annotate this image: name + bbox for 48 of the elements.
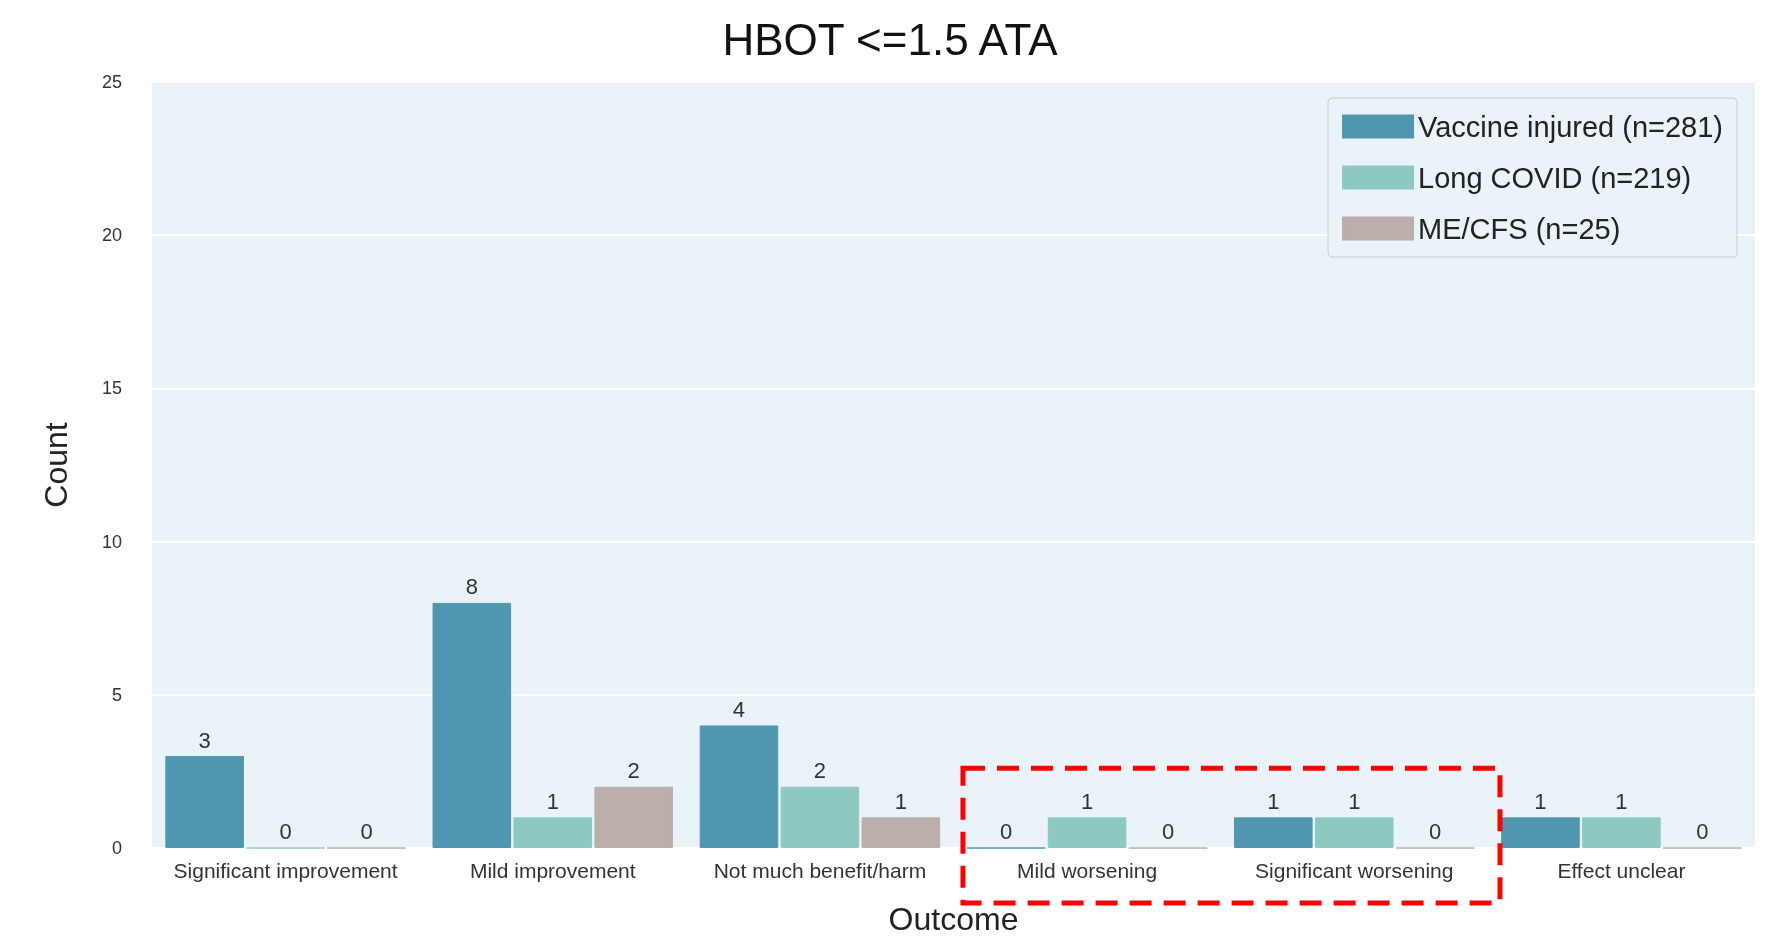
data-label: 0 (1000, 819, 1013, 844)
data-label: 2 (813, 758, 827, 784)
y-tick-label: 20 (101, 225, 122, 246)
bar (1047, 817, 1127, 848)
bar (432, 602, 512, 848)
bar (1501, 817, 1580, 848)
bar (165, 756, 244, 848)
data-label: 1 (1534, 788, 1547, 814)
y-axis-title: Count (38, 422, 74, 508)
x-tick-label: Not much benefit/harm (713, 859, 927, 882)
bar (513, 817, 593, 848)
bar (1314, 817, 1394, 848)
legend-label: Vaccine injured (n=281) (1418, 110, 1723, 143)
y-tick-label: 0 (111, 838, 122, 858)
bar (699, 725, 779, 848)
data-label: 1 (546, 788, 559, 814)
data-label: 1 (1615, 788, 1628, 814)
data-label: 0 (1161, 819, 1175, 844)
data-label: 1 (1348, 788, 1361, 814)
data-label: 2 (627, 758, 640, 784)
data-label: 1 (1080, 788, 1094, 814)
x-tick-label: Significant worsening (1255, 859, 1454, 882)
bar (780, 786, 860, 848)
x-tick-label: Mild improvement (469, 859, 636, 882)
data-label: 8 (465, 574, 478, 600)
legend-label: ME/CFS (n=25) (1418, 212, 1621, 245)
data-label: 3 (198, 727, 211, 753)
y-tick-label: 25 (101, 72, 122, 92)
y-tick-label: 15 (101, 378, 122, 399)
y-tick-label: 10 (101, 531, 122, 552)
x-tick-label: Significant improvement (173, 859, 398, 882)
x-tick-label: Mild worsening (1017, 859, 1158, 882)
bar (594, 786, 673, 848)
bar (1582, 817, 1661, 848)
bar (1234, 817, 1313, 848)
x-tick-label: Effect unclear (1557, 859, 1686, 882)
x-axis-title: Outcome (888, 901, 1019, 937)
legend-label: Long COVID (n=219) (1418, 161, 1692, 194)
data-label: 0 (360, 819, 373, 844)
data-label: 1 (1267, 788, 1280, 814)
data-label: 1 (894, 788, 907, 814)
data-label: 0 (1696, 819, 1709, 844)
y-tick-label: 5 (111, 684, 122, 705)
data-label: 0 (279, 819, 292, 844)
bar (861, 817, 941, 848)
data-label: 4 (732, 696, 746, 722)
chart-title: HBOT <=1.5 ATA (722, 14, 1059, 64)
data-label: 0 (1429, 819, 1442, 844)
